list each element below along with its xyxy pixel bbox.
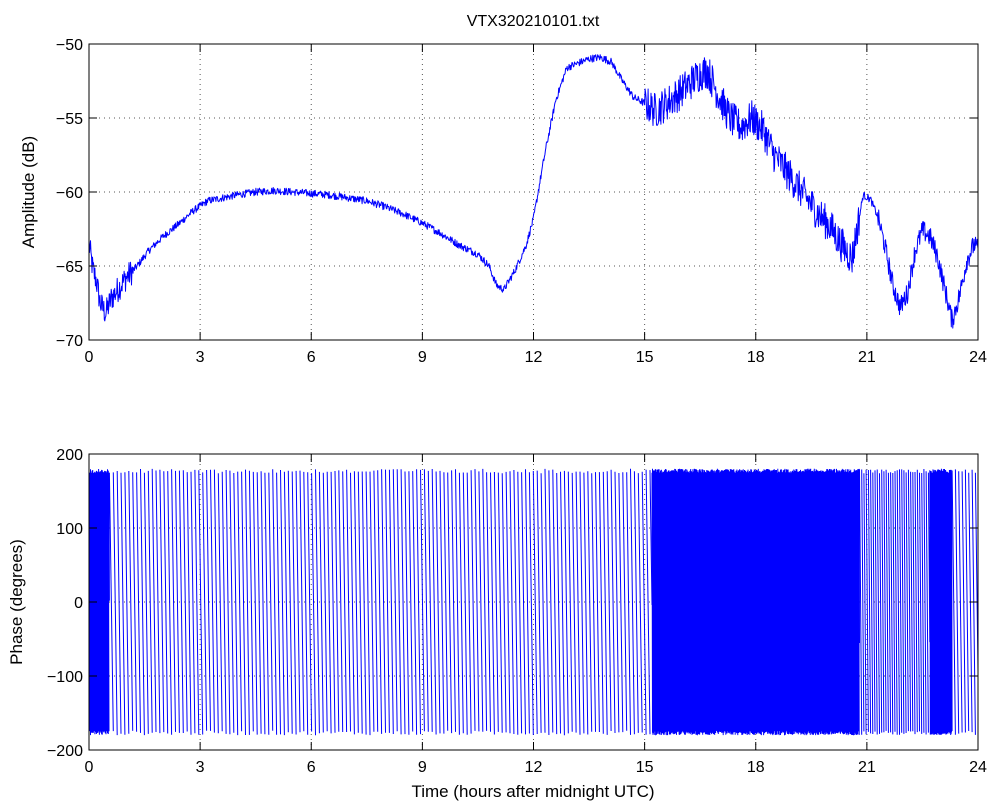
phase-y-tick-label: 0 [74,595,83,612]
phase-x-tick-label: 24 [969,759,987,776]
amplitude-grid [89,44,978,340]
phase-series-segment [859,468,931,735]
phase-y-tick-label: 200 [56,447,83,464]
phase-y-tick-labels: −200 −100 0 100 200 [47,447,83,760]
phase-x-tick-label: 15 [636,759,654,776]
phase-x-tick-label: 18 [747,759,765,776]
phase-series [88,468,979,736]
phase-y-axis-label: Phase (degrees) [7,539,26,665]
amplitude-y-tick-labels: −70 −65 −60 −55 −50 [56,37,83,350]
phase-series-segment [108,468,653,736]
phase-series-segment [651,468,860,736]
phase-x-tick-label: 0 [85,759,94,776]
amplitude-y-tick-label: −65 [56,259,83,276]
amplitude-y-axis-label: Amplitude (dB) [19,136,38,248]
phase-y-tick-label: −200 [47,743,83,760]
amplitude-x-tick-label: 12 [525,349,543,366]
amplitude-x-tick-label: 24 [969,349,987,366]
amplitude-x-tick-labels: 0 3 6 9 12 15 18 21 24 [85,349,987,366]
amplitude-y-tick-label: −70 [56,333,83,350]
phase-x-axis-label: Time (hours after midnight UTC) [411,782,654,801]
amplitude-x-tick-label: 3 [196,349,205,366]
amplitude-x-tick-label: 21 [858,349,876,366]
phase-series-segment [929,468,953,736]
amplitude-x-tick-label: 15 [636,349,654,366]
phase-x-tick-label: 3 [196,759,205,776]
phase-ticks [88,453,979,751]
phase-x-tick-label: 12 [525,759,543,776]
phase-y-tick-label: 100 [56,521,83,538]
phase-x-tick-label: 21 [858,759,876,776]
amplitude-x-tick-label: 6 [307,349,316,366]
amplitude-y-tick-label: −60 [56,185,83,202]
phase-y-tick-label: −100 [47,669,83,686]
amplitude-series-line [88,54,979,329]
amplitude-y-tick-label: −55 [56,111,83,128]
phase-x-tick-labels: 0 3 6 9 12 15 18 21 24 [85,759,987,776]
phase-panel: 0 3 6 9 12 15 18 21 24 −200 −100 0 100 200 Phase (de… [7,447,987,801]
amplitude-x-tick-label: 18 [747,349,765,366]
amplitude-x-tick-label: 0 [85,349,94,366]
phase-x-tick-label: 9 [418,759,427,776]
phase-x-tick-label: 6 [307,759,316,776]
amplitude-series [88,54,979,329]
amplitude-x-tick-label: 9 [418,349,427,366]
amplitude-y-tick-label: −50 [56,37,83,54]
chart-title: VTX320210101.txt [467,13,600,30]
amplitude-panel: VTX320210101.txt 0 3 6 9 12 15 18 21 24 −70 −65 −6… [19,13,987,366]
amplitude-ticks [88,43,979,341]
